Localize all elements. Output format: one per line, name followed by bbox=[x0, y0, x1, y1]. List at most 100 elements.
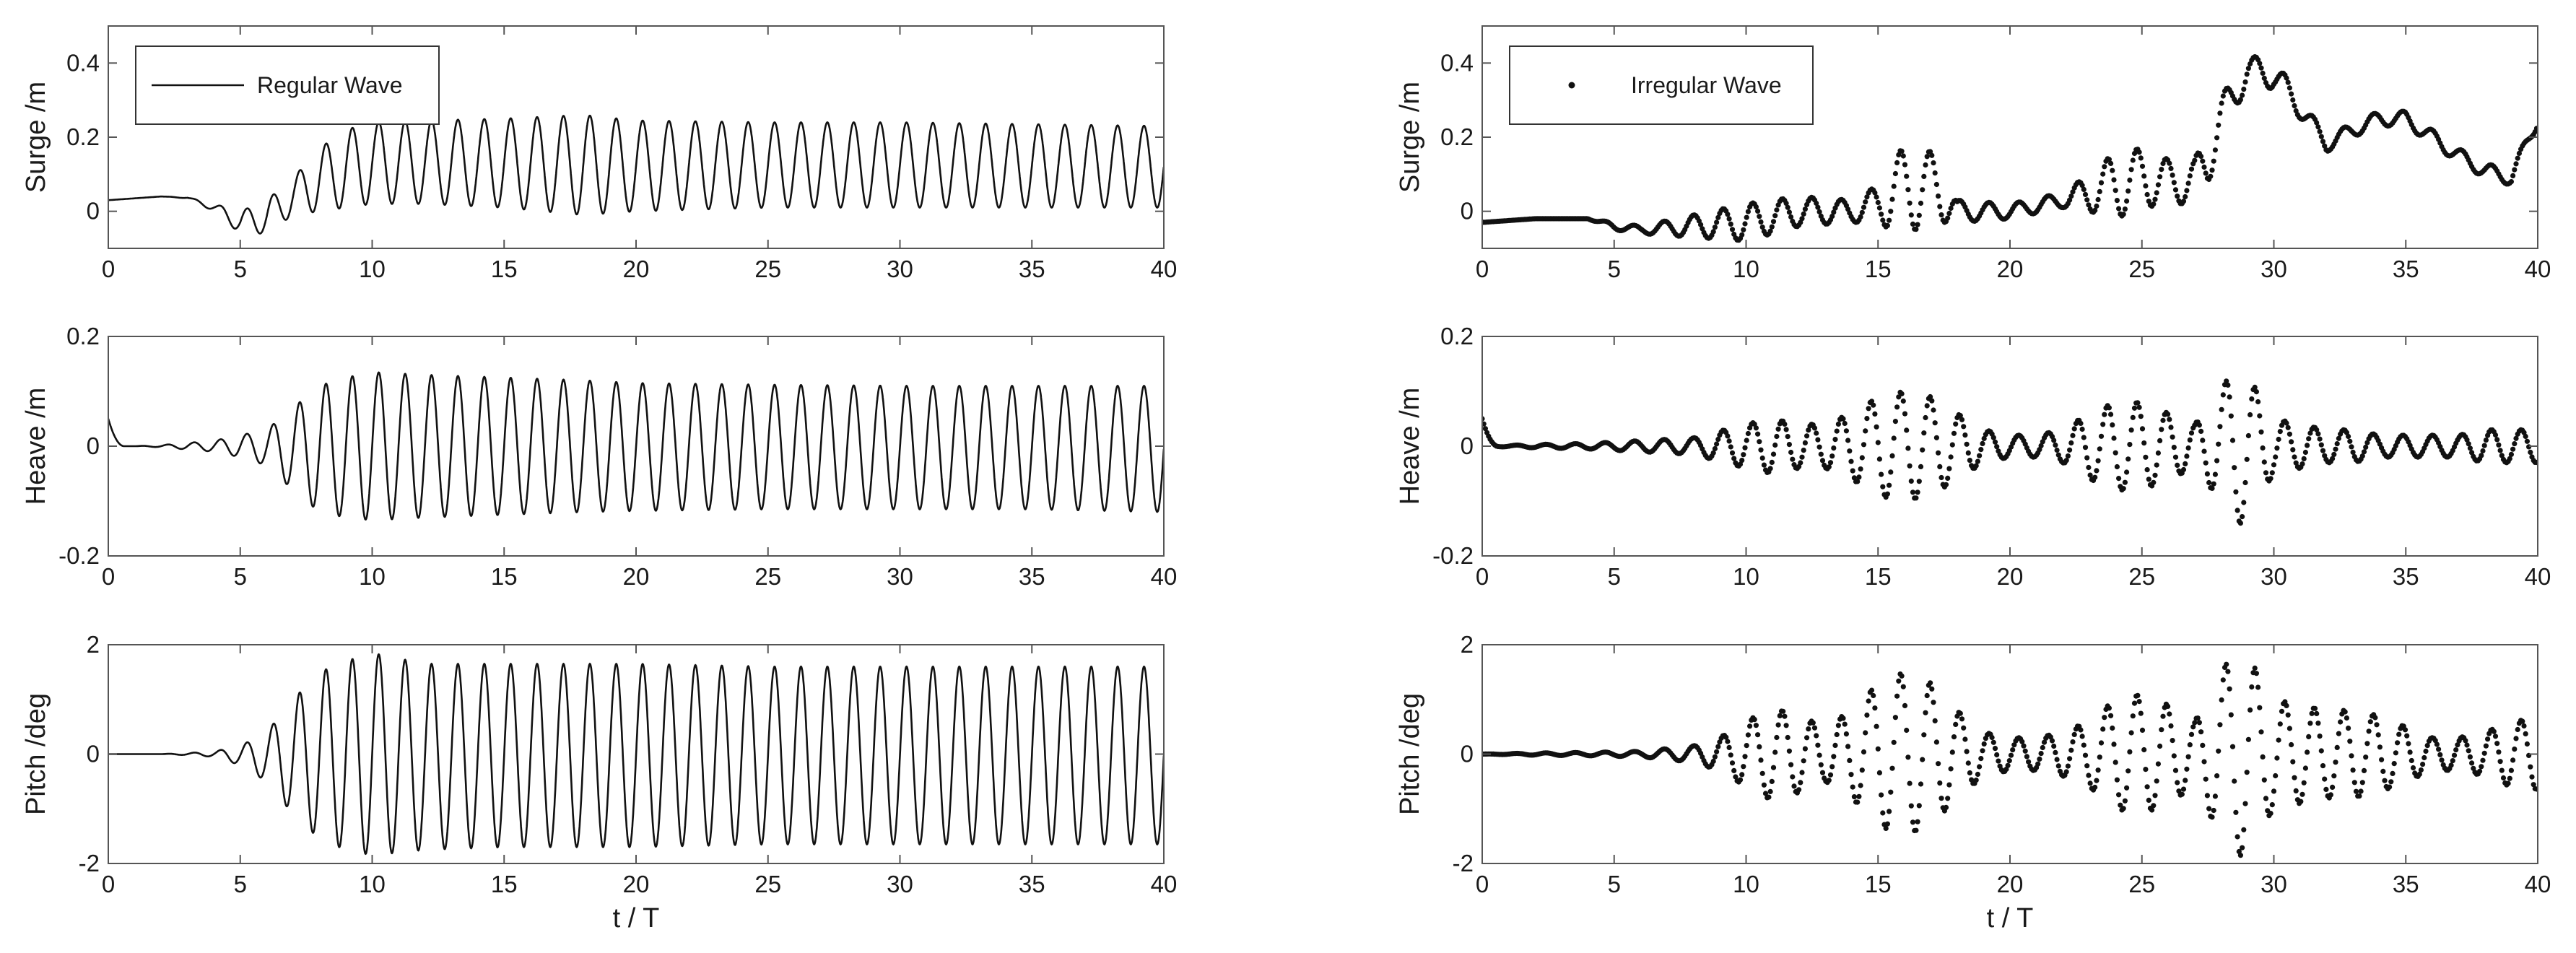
data-point bbox=[1905, 187, 1911, 193]
data-point bbox=[1932, 170, 1938, 176]
data-point bbox=[1758, 219, 1764, 225]
data-point bbox=[1710, 450, 1716, 456]
data-point bbox=[2466, 441, 2471, 447]
data-point bbox=[2160, 713, 2166, 719]
data-point bbox=[1894, 693, 1900, 699]
data-point bbox=[2290, 97, 2296, 103]
data-point bbox=[1725, 739, 1731, 744]
data-point bbox=[1949, 749, 1955, 755]
data-point bbox=[2479, 764, 2484, 770]
data-point bbox=[2533, 126, 2538, 131]
data-point bbox=[2097, 754, 2102, 760]
data-point bbox=[2118, 802, 2123, 808]
surge-regular-series bbox=[108, 114, 1164, 235]
data-point bbox=[1891, 739, 1897, 745]
data-point bbox=[1961, 424, 1967, 430]
data-point bbox=[2026, 759, 2032, 765]
data-point bbox=[2019, 739, 2025, 744]
data-point bbox=[1907, 780, 1913, 786]
y-tick-label: 0.4 bbox=[66, 49, 100, 76]
data-point bbox=[1965, 760, 1971, 766]
data-point bbox=[1783, 201, 1789, 206]
data-point bbox=[2289, 91, 2294, 97]
y-tick-label: 0 bbox=[1461, 432, 1474, 459]
data-point bbox=[1827, 460, 1834, 466]
data-point bbox=[1929, 686, 1935, 692]
data-point bbox=[1788, 762, 1794, 767]
data-point bbox=[1744, 214, 1749, 220]
data-point bbox=[2068, 440, 2074, 446]
data-point bbox=[1788, 449, 1794, 456]
y-tick-label: -2 bbox=[1453, 850, 1474, 876]
data-point bbox=[1815, 204, 1821, 210]
data-point bbox=[2087, 472, 2093, 478]
data-point bbox=[1783, 427, 1789, 432]
data-point bbox=[2492, 432, 2499, 438]
data-point bbox=[2211, 158, 2216, 164]
data-point bbox=[1957, 710, 1963, 716]
data-point bbox=[2141, 440, 2147, 446]
data-point bbox=[2138, 414, 2144, 419]
data-point bbox=[1819, 770, 1826, 775]
data-point bbox=[1884, 491, 1890, 497]
data-point bbox=[2510, 757, 2516, 763]
data-point bbox=[2255, 684, 2261, 690]
data-point bbox=[2172, 454, 2179, 460]
data-point bbox=[2396, 731, 2402, 737]
data-point bbox=[2273, 773, 2279, 779]
data-point bbox=[1843, 428, 1849, 434]
data-point bbox=[2467, 754, 2473, 760]
data-point bbox=[1859, 767, 1865, 773]
data-point bbox=[1818, 451, 1824, 457]
data-point bbox=[2022, 748, 2028, 754]
data-point bbox=[1868, 687, 1875, 693]
data-point bbox=[2151, 479, 2157, 485]
data-point bbox=[2112, 760, 2118, 765]
data-point bbox=[2249, 684, 2255, 690]
x-tick-label: 0 bbox=[1476, 256, 1489, 282]
data-point bbox=[1726, 438, 1732, 444]
x-tick-label: 30 bbox=[2260, 256, 2287, 282]
data-point bbox=[2497, 448, 2503, 453]
data-point bbox=[2122, 206, 2128, 212]
data-point bbox=[2136, 149, 2142, 155]
data-point bbox=[2237, 853, 2243, 858]
legend: Regular Wave bbox=[135, 45, 440, 125]
data-point bbox=[1880, 484, 1886, 489]
data-point bbox=[2008, 752, 2014, 758]
data-point bbox=[2116, 476, 2122, 482]
data-point bbox=[1729, 227, 1736, 232]
x-tick-label: 25 bbox=[2128, 563, 2155, 590]
data-point bbox=[2214, 773, 2220, 779]
data-point bbox=[2067, 197, 2073, 203]
data-point bbox=[2353, 788, 2359, 794]
data-point bbox=[1913, 827, 1919, 833]
data-point bbox=[1755, 431, 1761, 437]
data-point bbox=[2151, 201, 2157, 207]
data-point bbox=[2098, 180, 2105, 186]
data-point bbox=[1752, 717, 1757, 723]
data-point bbox=[2051, 743, 2057, 749]
data-point bbox=[2533, 786, 2538, 792]
x-tick-label: 35 bbox=[1019, 256, 1045, 282]
data-point bbox=[2299, 461, 2305, 467]
data-point bbox=[2155, 761, 2161, 767]
data-point bbox=[1796, 787, 1802, 793]
y-tick-label: -2 bbox=[79, 850, 100, 876]
data-point bbox=[2334, 744, 2340, 750]
data-point bbox=[2263, 796, 2269, 801]
data-point bbox=[2184, 453, 2190, 459]
data-point bbox=[2510, 446, 2516, 452]
data-point bbox=[2180, 786, 2187, 792]
x-tick-label: 40 bbox=[2525, 256, 2551, 282]
data-point bbox=[1938, 796, 1944, 801]
data-point bbox=[2382, 778, 2388, 783]
data-point bbox=[2082, 752, 2089, 758]
data-point bbox=[1769, 778, 1775, 784]
data-point bbox=[2108, 713, 2114, 718]
data-point bbox=[1900, 153, 1906, 159]
data-point bbox=[2130, 414, 2136, 420]
data-point bbox=[2349, 753, 2354, 759]
data-point bbox=[2135, 400, 2141, 406]
data-point bbox=[1923, 162, 1928, 168]
